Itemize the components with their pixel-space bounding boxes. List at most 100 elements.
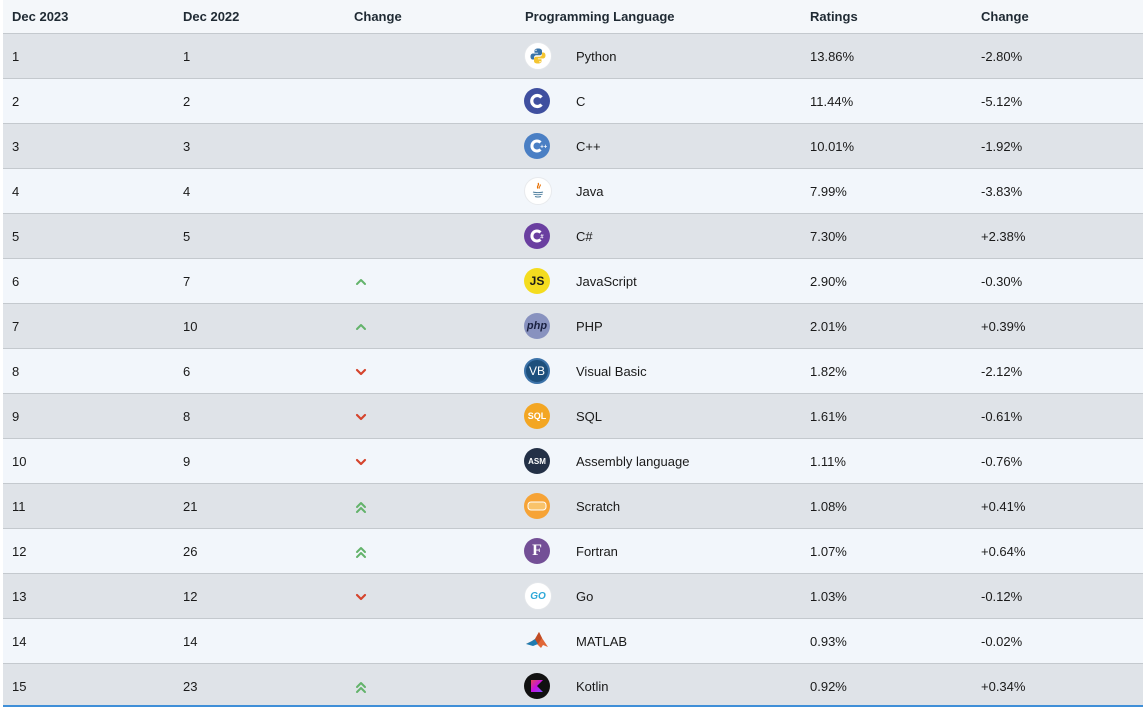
rank-change-cell xyxy=(345,618,516,664)
col-header-ratings-change[interactable]: Change xyxy=(972,0,1143,34)
rating-value: 0.93% xyxy=(801,618,972,664)
language-logo-cell xyxy=(516,663,576,707)
language-name: Java xyxy=(576,168,801,214)
rating-value: 13.86% xyxy=(801,33,972,79)
language-logo-cell xyxy=(516,483,576,529)
rating-value: 1.61% xyxy=(801,393,972,439)
table-row: 15 23 Kotlin 0.92% +0.34% xyxy=(3,663,1143,707)
table-bottom-border xyxy=(3,705,1143,707)
rank-dec-2022: 12 xyxy=(174,573,345,619)
col-header-programming-language[interactable]: Programming Language xyxy=(516,0,801,34)
language-logo-cell: SQL xyxy=(516,393,576,439)
visual-basic-logo-icon: VB xyxy=(524,358,550,384)
matlab-logo-icon xyxy=(524,628,550,654)
rank-dec-2022: 8 xyxy=(174,393,345,439)
cpp-logo-icon: ++ xyxy=(524,133,550,159)
language-logo-cell: php xyxy=(516,303,576,349)
rank-dec-2022: 14 xyxy=(174,618,345,664)
language-name: JavaScript xyxy=(576,258,801,304)
rating-change-value: -2.12% xyxy=(972,348,1143,394)
rank-dec-2023: 13 xyxy=(3,573,174,619)
table-row: 3 3 ++ C++ 10.01% -1.92% xyxy=(3,123,1143,169)
rating-change-value: +2.38% xyxy=(972,213,1143,259)
language-name: PHP xyxy=(576,303,801,349)
rating-value: 7.99% xyxy=(801,168,972,214)
rank-change-cell xyxy=(345,33,516,79)
language-name: Python xyxy=(576,33,801,79)
rating-change-value: -0.02% xyxy=(972,618,1143,664)
rank-dec-2023: 1 xyxy=(3,33,174,79)
table-row: 10 9 ASM Assembly language 1.11% -0.76% xyxy=(3,438,1143,484)
rating-value: 1.82% xyxy=(801,348,972,394)
language-logo-cell: GO xyxy=(516,573,576,619)
rating-change-value: -0.30% xyxy=(972,258,1143,304)
rating-change-value: +0.64% xyxy=(972,528,1143,574)
language-name: C++ xyxy=(576,123,801,169)
c-logo-icon xyxy=(524,88,550,114)
rank-dec-2023: 4 xyxy=(3,168,174,214)
down-arrow-icon xyxy=(355,458,367,465)
col-header-change[interactable]: Change xyxy=(345,0,516,34)
svg-text:#: # xyxy=(540,234,544,240)
rating-value: 1.11% xyxy=(801,438,972,484)
rank-dec-2023: 3 xyxy=(3,123,174,169)
table-row: 13 12 GO Go 1.03% -0.12% xyxy=(3,573,1143,619)
rating-value: 2.01% xyxy=(801,303,972,349)
kotlin-logo-icon xyxy=(524,673,550,699)
table-row: 14 14 MATLAB 0.93% -0.02% xyxy=(3,618,1143,664)
rank-change-cell xyxy=(345,78,516,124)
rating-value: 1.08% xyxy=(801,483,972,529)
assembly-logo-icon: ASM xyxy=(524,448,550,474)
sql-logo-icon: SQL xyxy=(524,403,550,429)
python-logo-icon xyxy=(524,42,552,70)
rank-change-cell xyxy=(345,573,516,619)
rank-change-cell xyxy=(345,348,516,394)
language-logo-cell: ASM xyxy=(516,438,576,484)
javascript-logo-icon: JS xyxy=(524,268,550,294)
rank-dec-2023: 5 xyxy=(3,213,174,259)
double-up-arrow-icon xyxy=(356,546,366,558)
language-logo-cell: # xyxy=(516,213,576,259)
language-name: Fortran xyxy=(576,528,801,574)
rating-value: 1.03% xyxy=(801,573,972,619)
language-logo-cell: JS xyxy=(516,258,576,304)
rank-dec-2022: 1 xyxy=(174,33,345,79)
language-name: C# xyxy=(576,213,801,259)
table-row: 12 26 F Fortran 1.07% +0.64% xyxy=(3,528,1143,574)
csharp-logo-icon: # xyxy=(524,223,550,249)
rank-dec-2023: 8 xyxy=(3,348,174,394)
rank-change-cell xyxy=(345,483,516,529)
language-logo-cell xyxy=(516,618,576,664)
rank-dec-2022: 9 xyxy=(174,438,345,484)
col-header-dec-2023[interactable]: Dec 2023 xyxy=(3,0,174,34)
rank-dec-2023: 9 xyxy=(3,393,174,439)
table-row: 7 10 php PHP 2.01% +0.39% xyxy=(3,303,1143,349)
table-header: Dec 2023 Dec 2022 Change Programming Lan… xyxy=(3,0,1143,34)
scratch-logo-icon xyxy=(524,493,550,519)
rank-dec-2022: 23 xyxy=(174,663,345,707)
rating-change-value: -1.92% xyxy=(972,123,1143,169)
rank-change-cell xyxy=(345,303,516,349)
fortran-logo-icon: F xyxy=(524,538,550,564)
language-logo-cell xyxy=(516,168,576,214)
rank-dec-2022: 7 xyxy=(174,258,345,304)
rank-dec-2023: 11 xyxy=(3,483,174,529)
double-up-arrow-icon xyxy=(356,681,366,693)
rating-value: 11.44% xyxy=(801,78,972,124)
rating-value: 10.01% xyxy=(801,123,972,169)
col-header-ratings[interactable]: Ratings xyxy=(801,0,972,34)
language-name: Assembly language xyxy=(576,438,801,484)
down-arrow-icon xyxy=(355,593,367,600)
table-row: 2 2 C 11.44% -5.12% xyxy=(3,78,1143,124)
col-header-dec-2022[interactable]: Dec 2022 xyxy=(174,0,345,34)
rating-change-value: +0.34% xyxy=(972,663,1143,707)
rank-dec-2022: 4 xyxy=(174,168,345,214)
rank-change-cell xyxy=(345,258,516,304)
table-row: 6 7 JS JavaScript 2.90% -0.30% xyxy=(3,258,1143,304)
rating-change-value: +0.41% xyxy=(972,483,1143,529)
table-row: 1 1 Python 13.86% -2.80% xyxy=(3,33,1143,79)
tiobe-ranking-table: Dec 2023 Dec 2022 Change Programming Lan… xyxy=(3,0,1143,707)
rank-dec-2022: 26 xyxy=(174,528,345,574)
rank-change-cell xyxy=(345,393,516,439)
